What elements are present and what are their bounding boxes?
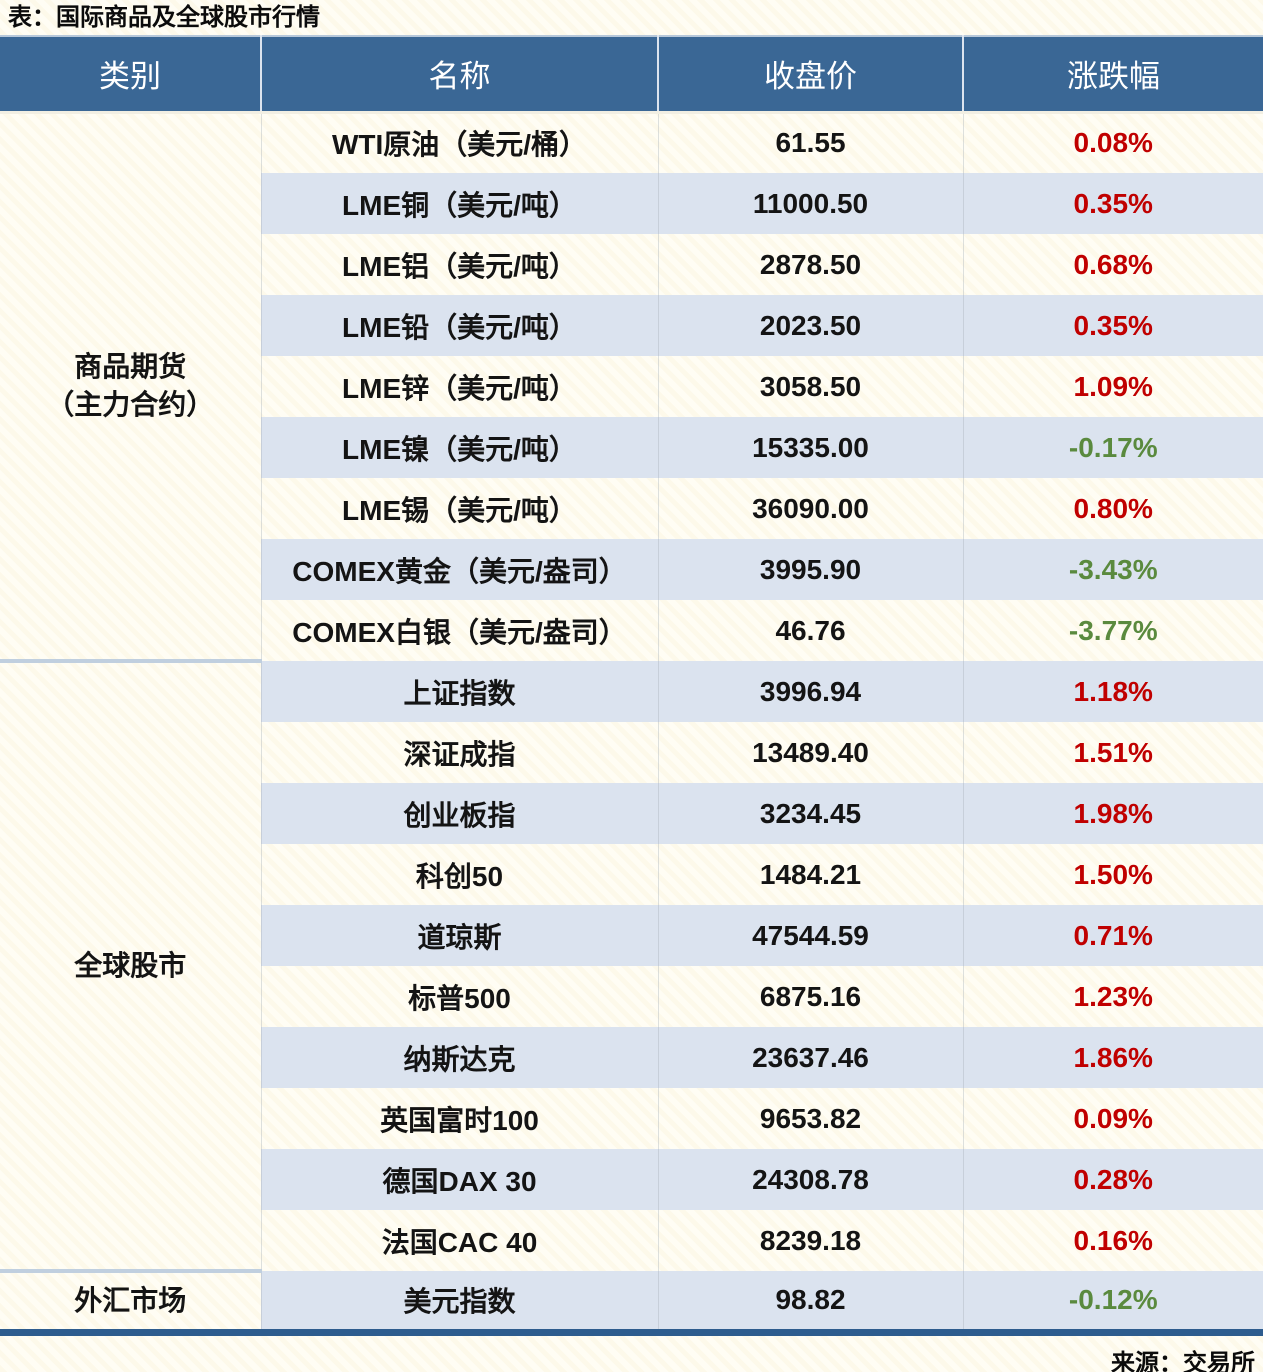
change-percent-cell: 0.09% (1073, 1102, 1153, 1134)
header-change: 涨跌幅 (963, 36, 1263, 114)
change-percent-cell: 0.28% (963, 1149, 1263, 1210)
header-close: 收盘价 (658, 36, 964, 114)
change-percent-cell: 1.09% (1073, 370, 1153, 402)
table-row: LME镍（美元/吨） 15335.00 -0.17% (0, 417, 1263, 478)
category-cell: 外汇市场 (0, 1269, 262, 1332)
change-percent-cell: -3.77% (1068, 614, 1158, 646)
table-row: 道琼斯 47544.59 0.71% (0, 905, 1263, 966)
close-price-cell: 2878.50 (658, 234, 964, 295)
name-cell: 创业板指 (261, 783, 659, 844)
change-percent-cell: 1.50% (1073, 858, 1153, 890)
name-cell: LME镍（美元/吨） (261, 417, 659, 478)
table-row: LME铜（美元/吨） 11000.50 0.35% (0, 173, 1263, 234)
close-price-cell: 3996.94 (658, 661, 964, 722)
name-cell: LME锌（美元/吨） (261, 356, 659, 417)
name-cell: LME铝（美元/吨） (261, 234, 659, 295)
change-percent-cell: 1.23% (1073, 980, 1153, 1012)
close-price-cell: 2023.50 (658, 295, 964, 356)
change-percent-cell: 0.35% (963, 173, 1263, 234)
name-cell: COMEX白银（美元/盎司） (261, 600, 659, 661)
table-body: 商品期货 （主力合约） WTI原油（美元/桶） 61.55 0.08% LME铜（美元/吨… (0, 112, 1263, 1332)
category-cell: 全球股市 (0, 659, 262, 1271)
name-cell: 美元指数 (261, 1271, 659, 1332)
table-row: 德国DAX 30 24308.78 0.28% (0, 1149, 1263, 1210)
change-percent-cell: 0.35% (963, 295, 1263, 356)
table-row: 科创50 1484.21 1.50% (0, 844, 1263, 905)
close-price-cell: 61.55 (658, 112, 964, 173)
name-cell: WTI原油（美元/桶） (261, 112, 659, 173)
name-cell: 道琼斯 (261, 905, 659, 966)
table-row: 法国CAC 40 8239.18 0.16% (0, 1210, 1263, 1271)
table-row: LME锡（美元/吨） 36090.00 0.80% (0, 478, 1263, 539)
close-price-cell: 47544.59 (658, 905, 964, 966)
name-cell: 标普500 (261, 966, 659, 1027)
change-percent-cell: 0.71% (963, 905, 1263, 966)
table-row: COMEX白银（美元/盎司） 46.76 -3.77% (0, 600, 1263, 661)
table-row: COMEX黄金（美元/盎司） 3995.90 -3.43% (0, 539, 1263, 600)
table-row: 商品期货 （主力合约） WTI原油（美元/桶） 61.55 0.08% (0, 112, 1263, 661)
market-table: 类别 名称 收盘价 涨跌幅 商品期货 （主力合约） WTI原油（美元/桶） 61.55… (0, 35, 1263, 1336)
change-percent-cell: 0.16% (1073, 1224, 1153, 1256)
close-price-cell: 8239.18 (658, 1210, 964, 1271)
close-price-cell: 1484.21 (658, 844, 964, 905)
close-price-cell: 13489.40 (658, 722, 964, 783)
table-row: 英国富时100 9653.82 0.09% (0, 1088, 1263, 1149)
close-price-cell: 11000.50 (658, 173, 964, 234)
table-row: LME锌（美元/吨） 3058.50 1.09% (0, 356, 1263, 417)
header-category: 类别 (0, 36, 262, 114)
name-cell: 纳斯达克 (261, 1027, 659, 1088)
close-price-cell: 98.82 (658, 1271, 964, 1332)
table-row: 标普500 6875.16 1.23% (0, 966, 1263, 1027)
category-cell: 商品期货 （主力合约） (0, 112, 262, 661)
table-row: LME铅（美元/吨） 2023.50 0.35% (0, 295, 1263, 356)
close-price-cell: 46.76 (658, 600, 964, 661)
name-cell: 上证指数 (261, 661, 659, 722)
close-price-cell: 3058.50 (658, 356, 964, 417)
change-percent-cell: -3.43% (963, 539, 1263, 600)
table-row: 全球股市 上证指数 3996.94 1.18% (0, 659, 1263, 1271)
table-row: 外汇市场 美元指数 98.82 -0.12% (0, 1269, 1263, 1332)
table-row: 纳斯达克 23637.46 1.86% (0, 1027, 1263, 1088)
change-percent-cell: 1.86% (963, 1027, 1263, 1088)
header-name: 名称 (261, 36, 659, 114)
name-cell: LME铜（美元/吨） (261, 173, 659, 234)
close-price-cell: 6875.16 (658, 966, 964, 1027)
name-cell: 英国富时100 (261, 1088, 659, 1149)
close-price-cell: 9653.82 (658, 1088, 964, 1149)
close-price-cell: 36090.00 (658, 478, 964, 539)
table-row: LME铝（美元/吨） 2878.50 0.68% (0, 234, 1263, 295)
header-row: 类别 名称 收盘价 涨跌幅 (0, 36, 1263, 114)
source-note: 来源：交易所 (1111, 1349, 1255, 1372)
change-percent-cell: 1.51% (1073, 736, 1153, 768)
close-price-cell: 15335.00 (658, 417, 964, 478)
table-row: 创业板指 3234.45 1.98% (0, 783, 1263, 844)
change-percent-cell: -0.17% (963, 417, 1263, 478)
name-cell: 法国CAC 40 (261, 1210, 659, 1271)
name-cell: 德国DAX 30 (261, 1149, 659, 1210)
name-cell: LME铅（美元/吨） (261, 295, 659, 356)
close-price-cell: 3234.45 (658, 783, 964, 844)
change-percent-cell: 0.08% (1073, 127, 1153, 159)
name-cell: COMEX黄金（美元/盎司） (261, 539, 659, 600)
table-row: 深证成指 13489.40 1.51% (0, 722, 1263, 783)
change-percent-cell: 0.80% (1073, 492, 1153, 524)
close-price-cell: 24308.78 (658, 1149, 964, 1210)
page-title: 表：国际商品及全球股市行情 (8, 4, 320, 31)
change-percent-cell: 1.18% (963, 661, 1263, 722)
change-percent-cell: 0.68% (1073, 248, 1153, 280)
change-percent-cell: 1.98% (963, 783, 1263, 844)
close-price-cell: 23637.46 (658, 1027, 964, 1088)
name-cell: 科创50 (261, 844, 659, 905)
change-percent-cell: -0.12% (963, 1271, 1263, 1332)
close-price-cell: 3995.90 (658, 539, 964, 600)
name-cell: 深证成指 (261, 722, 659, 783)
name-cell: LME锡（美元/吨） (261, 478, 659, 539)
